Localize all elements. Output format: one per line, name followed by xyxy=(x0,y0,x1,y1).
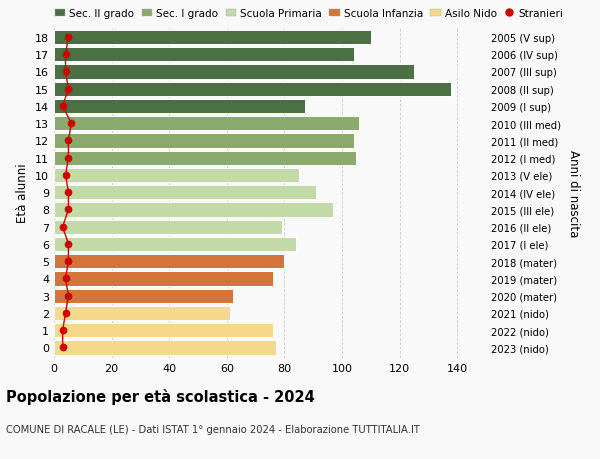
Bar xyxy=(54,186,316,200)
Bar xyxy=(54,168,299,183)
Bar xyxy=(54,151,356,165)
Bar xyxy=(54,306,230,320)
Bar xyxy=(54,203,334,217)
Bar xyxy=(54,341,276,355)
Bar xyxy=(54,324,273,337)
Bar xyxy=(54,220,281,234)
Y-axis label: Età alunni: Età alunni xyxy=(16,163,29,223)
Bar xyxy=(54,83,451,96)
Text: COMUNE DI RACALE (LE) - Dati ISTAT 1° gennaio 2024 - Elaborazione TUTTITALIA.IT: COMUNE DI RACALE (LE) - Dati ISTAT 1° ge… xyxy=(6,425,420,435)
Bar xyxy=(54,100,305,114)
Bar xyxy=(54,134,353,148)
Bar xyxy=(54,255,284,269)
Bar xyxy=(54,48,353,62)
Bar xyxy=(54,237,296,252)
Bar xyxy=(54,31,371,45)
Bar xyxy=(54,272,273,286)
Y-axis label: Anni di nascita: Anni di nascita xyxy=(568,149,580,236)
Bar xyxy=(54,289,233,303)
Bar xyxy=(54,65,414,79)
Text: Popolazione per età scolastica - 2024: Popolazione per età scolastica - 2024 xyxy=(6,388,315,404)
Legend: Sec. II grado, Sec. I grado, Scuola Primaria, Scuola Infanzia, Asilo Nido, Stran: Sec. II grado, Sec. I grado, Scuola Prim… xyxy=(55,9,564,19)
Bar xyxy=(54,117,359,131)
